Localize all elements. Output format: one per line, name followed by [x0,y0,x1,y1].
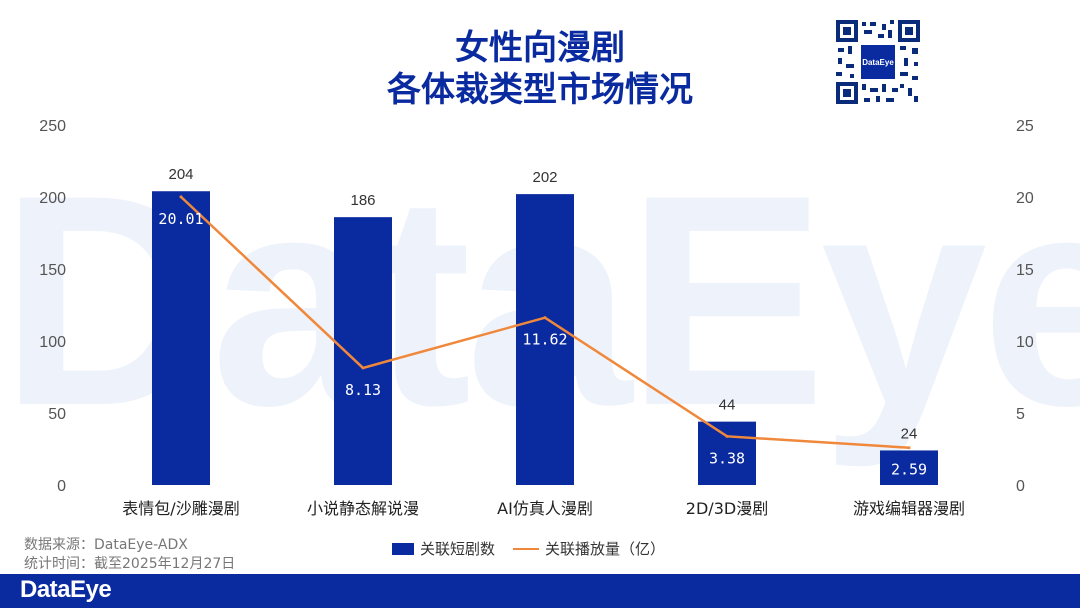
chart-legend: 关联短剧数 关联播放量（亿） [392,538,665,559]
y-tick-label: 200 [39,190,66,207]
y2-tick-label: 0 [1016,478,1025,495]
line-point [725,434,729,438]
y-tick-label: 250 [39,118,66,135]
y-tick-label: 150 [39,262,66,279]
line-value-label: 20.01 [158,210,203,228]
line-value-label: 3.38 [709,449,745,467]
line-value-label: 2.59 [891,461,927,479]
y-tick-label: 50 [48,406,66,423]
line-point [179,195,183,199]
legend-bar-swatch [392,542,414,555]
y2-tick-label: 5 [1016,406,1025,423]
bar-value-label: 204 [168,166,193,183]
y2-tick-label: 15 [1016,262,1034,279]
bar-value-label: 186 [350,192,375,209]
legend-line-swatch [513,547,540,550]
qr-code-icon: DataEye [834,18,922,106]
y2-tick-label: 20 [1016,190,1034,207]
y-tick-label: 0 [57,478,66,495]
legend-bar-label: 关联短剧数 [420,540,496,558]
y2-tick-label: 25 [1016,118,1034,135]
chart-title-line2: 各体裁类型市场情况 [387,70,693,110]
bar-value-label: 202 [532,169,557,186]
line-point [543,316,547,320]
bar-value-label: 44 [719,397,736,414]
qr-logo-text: DataEye [862,58,894,67]
y-tick-label: 100 [39,334,66,351]
line-value-label: 8.13 [345,381,381,399]
footer-bar: DataEye [0,574,1080,608]
chart-title-line1: 女性向漫剧 [455,28,625,68]
date-note: 统计时间：截至2025年12月27日 [24,556,236,572]
bar [698,421,756,485]
source-note: 数据来源：DataEye-ADX [24,537,188,553]
line-point [361,366,365,370]
x-tick-label: 游戏编辑器漫剧 [853,499,965,518]
bar [880,450,938,485]
x-tick-label: AI仿真人漫剧 [497,499,593,518]
x-tick-label: 2D/3D漫剧 [686,499,768,518]
bar-value-label: 24 [901,425,918,442]
x-tick-label: 小说静态解说漫 [307,499,419,518]
legend-line-label: 关联播放量（亿） [545,540,666,558]
line-point [907,446,911,450]
bar [152,191,210,486]
bar [334,217,392,485]
y2-tick-label: 10 [1016,334,1034,351]
x-tick-label: 表情包/沙雕漫剧 [122,499,239,518]
footer-logo: DataEye [20,576,112,603]
line-value-label: 11.62 [522,331,567,349]
bar [516,194,574,485]
